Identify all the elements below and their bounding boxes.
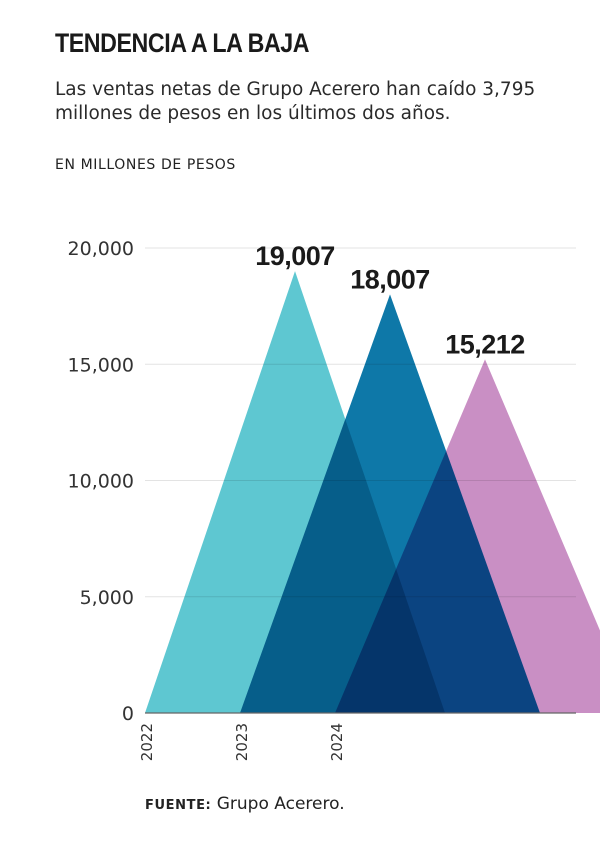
source-note: FUENTE: Grupo Acerero. (145, 794, 345, 814)
chart: 0 5,000 10,000 15,000 20,000 2022 2023 2024 19,… (68, 238, 600, 761)
source-text: Grupo Acerero. (216, 794, 345, 814)
chart-subtitle: Las ventas netas de Grupo Acerero han ca… (55, 79, 536, 124)
value-label-2022: 19,007 (255, 241, 335, 271)
value-label-2024: 15,212 (445, 329, 525, 359)
x-tick-label: 2022 (138, 723, 156, 761)
y-tick-label: 0 (122, 703, 134, 725)
value-label-2023: 18,007 (350, 264, 430, 294)
chart-title: TENDENCIA A LA BAJA (55, 28, 310, 58)
triangle-2024 (335, 359, 600, 713)
source-label: FUENTE: (145, 798, 212, 813)
y-tick-label: 5,000 (80, 587, 134, 609)
y-tick-label: 15,000 (68, 354, 134, 376)
unit-label: EN MILLONES DE PESOS (55, 157, 236, 173)
y-tick-label: 10,000 (68, 471, 134, 493)
x-tick-label: 2023 (233, 723, 251, 761)
x-tick-label: 2024 (328, 723, 346, 761)
y-tick-label: 20,000 (68, 238, 134, 260)
